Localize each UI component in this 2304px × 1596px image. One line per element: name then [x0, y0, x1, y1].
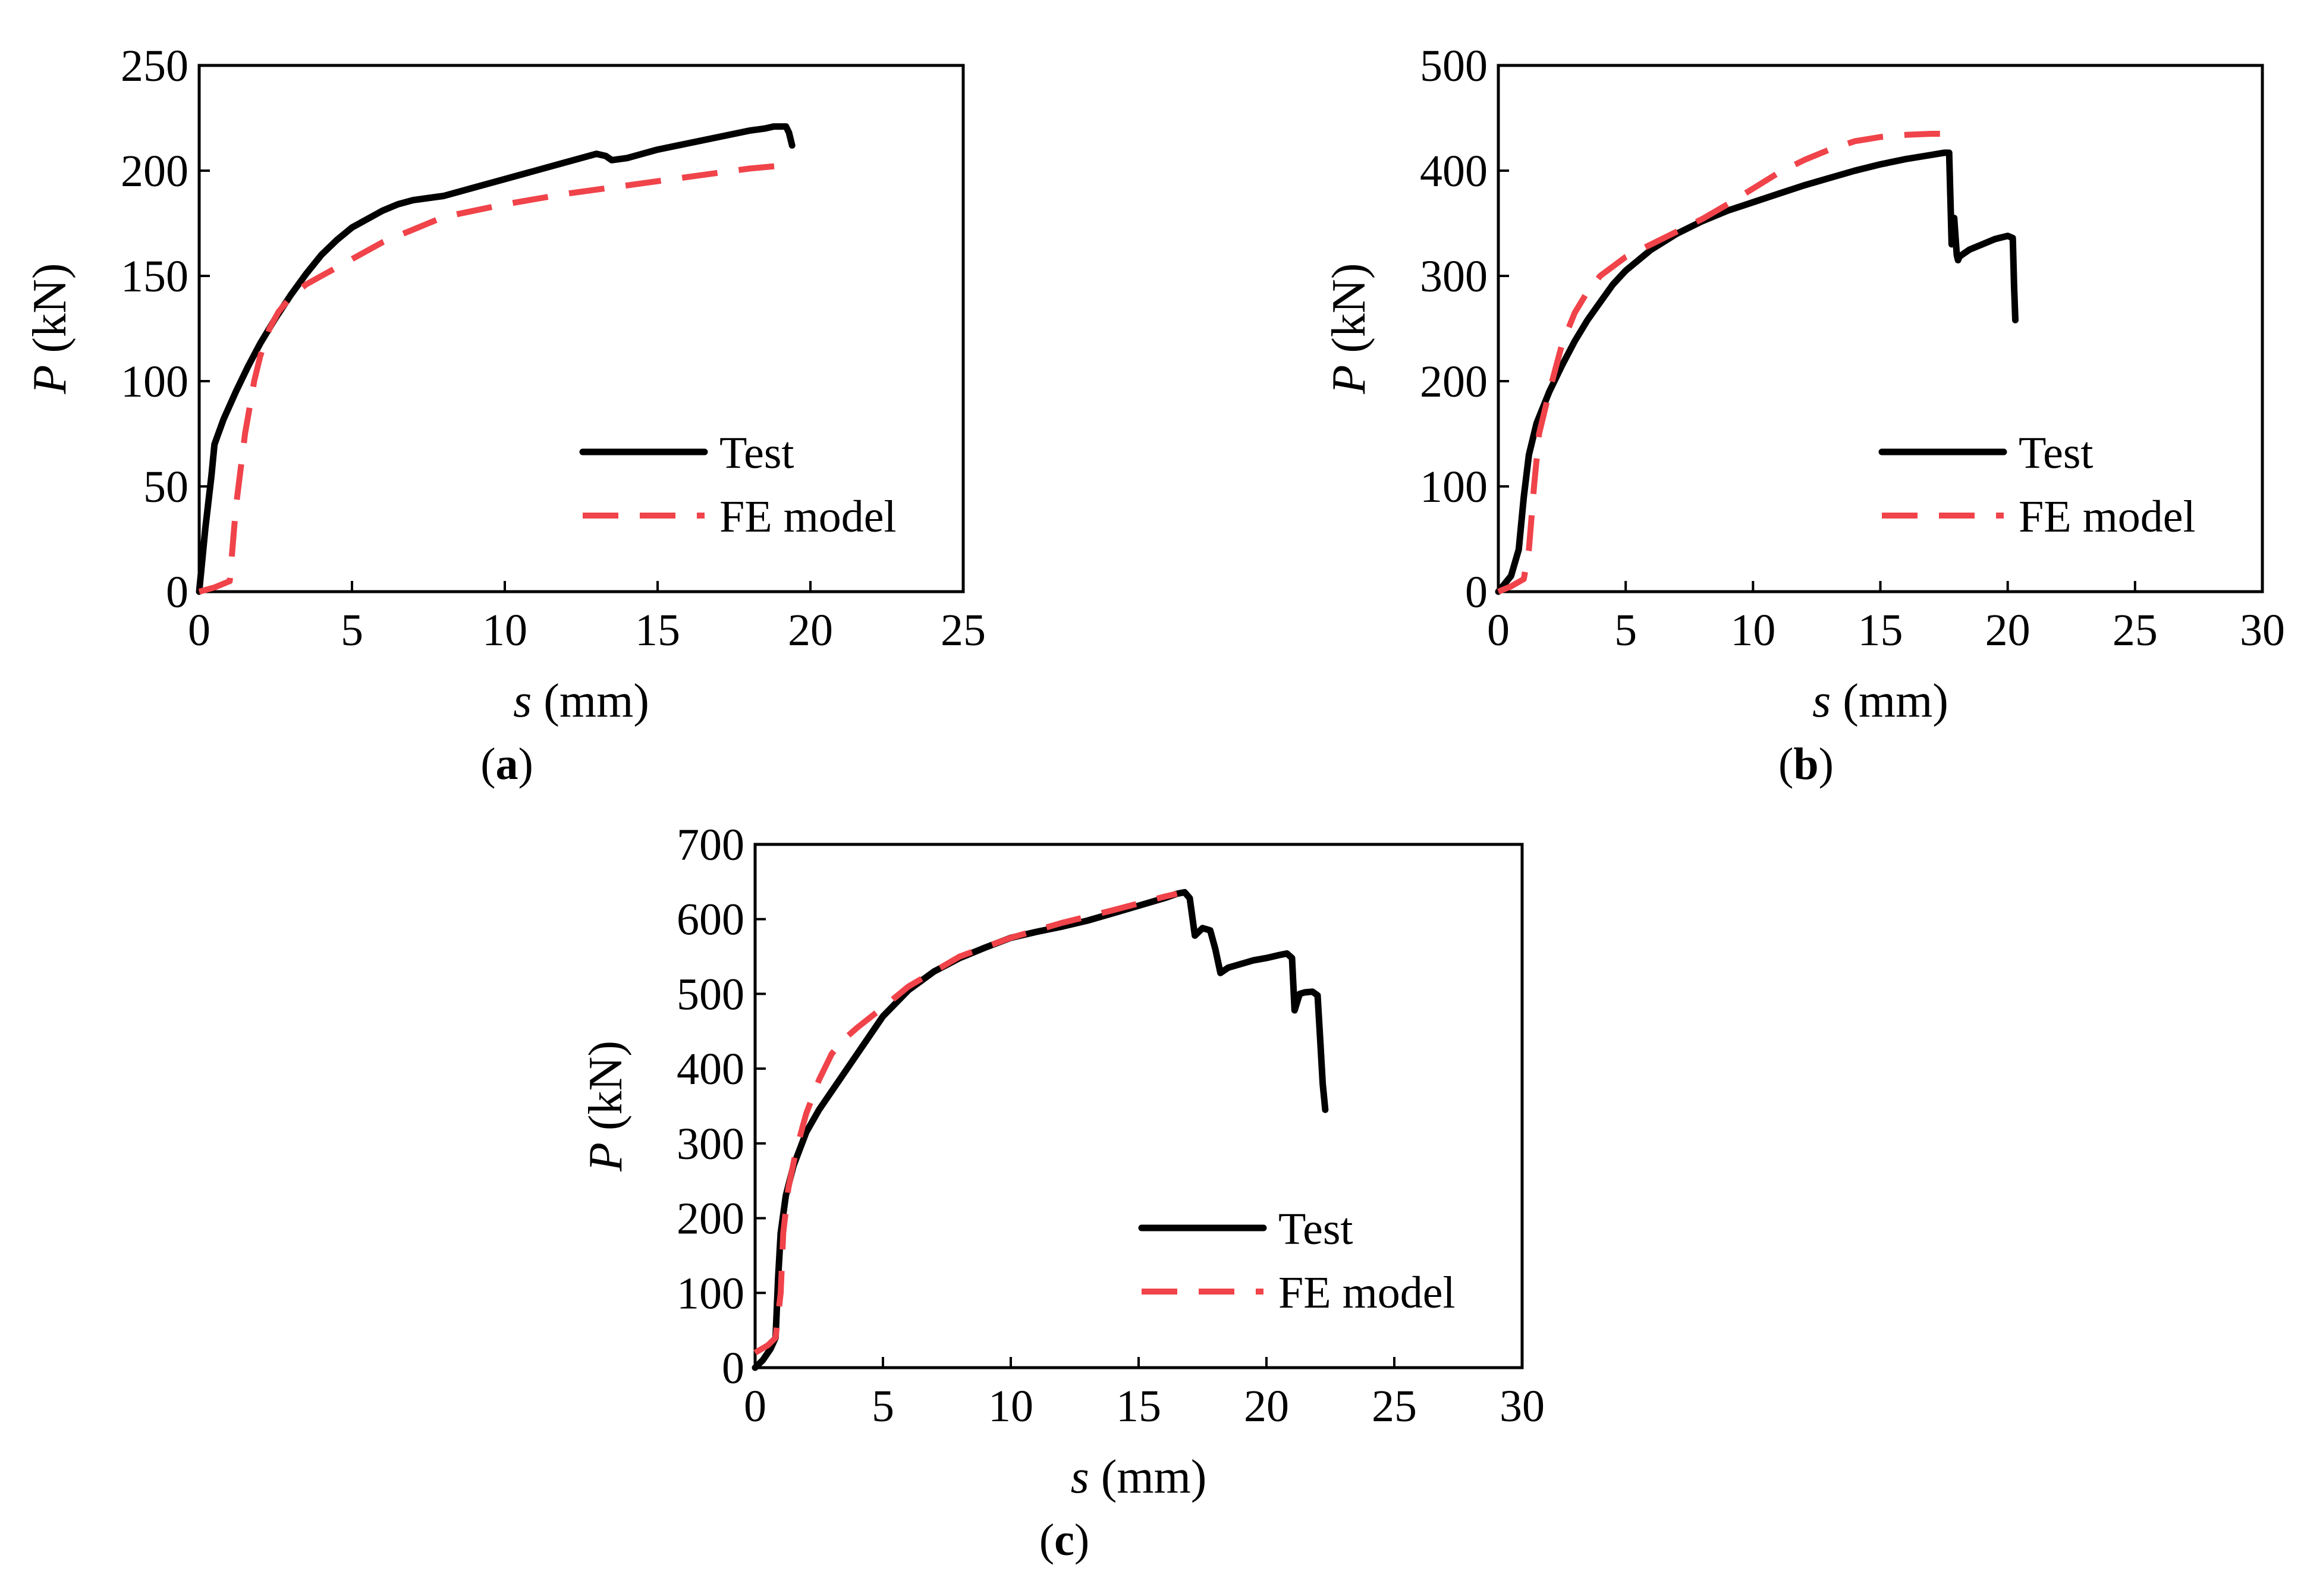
- x-tick-label: 25: [2113, 605, 2158, 655]
- x-axis-title-unit: (mm): [532, 675, 649, 727]
- y-tick-label: 400: [677, 1044, 744, 1094]
- legend-label-test: Test: [1278, 1204, 1353, 1254]
- legend-label-fe-model: FE model: [2019, 492, 2196, 542]
- y-tick-label: 50: [143, 462, 188, 512]
- y-axis-title-unit: (kN): [1323, 263, 1375, 365]
- x-tick-label: 30: [1500, 1381, 1545, 1431]
- legend: Test FE model: [1138, 1204, 1456, 1318]
- y-tick-label: 300: [1420, 252, 1488, 301]
- y-tick-label: 200: [1420, 357, 1488, 407]
- series-line-fe-model: [753, 891, 1178, 1356]
- x-tick-label: 0: [1487, 605, 1510, 655]
- x-axis-title-symbol: s: [1812, 675, 1831, 727]
- series-line-fe-model: [1497, 131, 1957, 595]
- y-tick-label: 200: [677, 1194, 744, 1244]
- y-axis-title-symbol: P: [24, 365, 76, 395]
- x-tick-label: 0: [744, 1381, 766, 1431]
- y-tick-label: 0: [166, 567, 188, 617]
- x-tick-label: 25: [941, 605, 986, 655]
- y-axis-title: P (kN): [580, 1041, 632, 1172]
- panel-label-close: ): [1074, 1515, 1089, 1565]
- panel-label: (a): [480, 739, 533, 789]
- legend-label-test: Test: [2019, 428, 2094, 478]
- panel-label: (b): [1778, 739, 1834, 789]
- y-axis-title: P (kN): [24, 263, 76, 395]
- x-tick-label: 0: [188, 605, 210, 655]
- y-axis-title-unit: (kN): [580, 1041, 632, 1142]
- x-tick-label: 20: [788, 605, 833, 655]
- x-tick-label: 5: [1614, 605, 1637, 655]
- y-tick-label: 250: [121, 41, 188, 91]
- y-tick-label: 700: [677, 820, 744, 870]
- x-tick-label: 10: [988, 1381, 1033, 1431]
- x-tick-label: 20: [1244, 1381, 1289, 1431]
- y-axis-title-unit: (kN): [24, 263, 76, 365]
- x-tick-label: 5: [872, 1381, 894, 1431]
- x-tick-label: 30: [2240, 605, 2285, 655]
- panel-label: (c): [1039, 1515, 1089, 1565]
- y-axis-title-symbol: P: [1323, 365, 1375, 395]
- panel-label-close: ): [1819, 739, 1834, 789]
- x-tick-label: 15: [1116, 1381, 1161, 1431]
- x-axis-title-symbol: s: [513, 675, 532, 727]
- legend-label-fe-model: FE model: [1278, 1268, 1456, 1318]
- y-tick-label: 400: [1420, 146, 1488, 196]
- x-tick-label: 15: [635, 605, 680, 655]
- series-line-test: [1495, 149, 2019, 595]
- y-tick-label: 600: [677, 895, 744, 945]
- series-line-fe-model: [198, 161, 796, 595]
- series-line-test: [752, 889, 1329, 1371]
- panel-label-letter: a: [496, 739, 518, 789]
- y-tick-label: 100: [677, 1268, 744, 1318]
- x-tick-label: 15: [1858, 605, 1903, 655]
- y-tick-label: 300: [677, 1119, 744, 1169]
- legend-label-fe-model: FE model: [719, 492, 897, 542]
- panel-label-open: (: [1039, 1515, 1054, 1565]
- panel-label-open: (: [480, 739, 495, 789]
- x-axis-title: s (mm): [1812, 675, 1948, 727]
- x-axis-title: s (mm): [513, 675, 649, 727]
- panel-label-letter: c: [1054, 1515, 1074, 1565]
- panel-label-close: ): [518, 739, 533, 789]
- series-line-test: [196, 123, 796, 595]
- x-axis-title-symbol: s: [1071, 1451, 1089, 1503]
- x-axis-title-unit: (mm): [1831, 675, 1948, 727]
- y-axis-title: P (kN): [1323, 263, 1375, 395]
- y-tick-label: 150: [121, 252, 188, 301]
- x-tick-label: 25: [1372, 1381, 1417, 1431]
- y-tick-label: 0: [722, 1343, 744, 1393]
- legend: Test FE model: [1878, 428, 2196, 542]
- x-axis-title-unit: (mm): [1089, 1451, 1207, 1503]
- legend: Test FE model: [579, 428, 897, 542]
- x-tick-label: 5: [341, 605, 363, 655]
- plot-frame: [197, 64, 965, 593]
- x-tick-label: 10: [482, 605, 527, 655]
- y-tick-label: 500: [1420, 41, 1488, 91]
- y-tick-label: 200: [121, 146, 188, 196]
- panel-label-open: (: [1778, 739, 1793, 789]
- x-tick-label: 20: [1985, 605, 2030, 655]
- y-tick-label: 100: [121, 357, 188, 407]
- y-tick-label: 0: [1465, 567, 1488, 617]
- x-axis-title: s (mm): [1071, 1451, 1207, 1503]
- legend-label-test: Test: [719, 428, 794, 478]
- y-tick-label: 100: [1420, 462, 1488, 512]
- panel-label-letter: b: [1793, 739, 1818, 789]
- y-tick-label: 500: [677, 969, 744, 1019]
- y-axis-title-symbol: P: [580, 1142, 632, 1172]
- x-tick-label: 10: [1730, 605, 1775, 655]
